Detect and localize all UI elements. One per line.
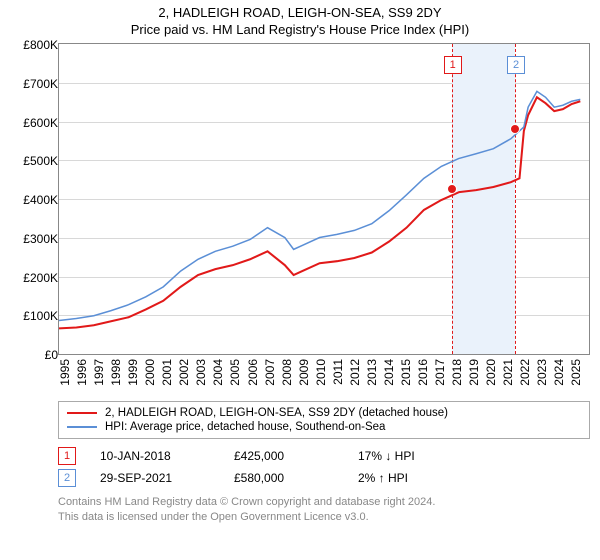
- annotation-delta: 2% ↑ HPI: [358, 471, 408, 485]
- sale-marker: [447, 184, 457, 194]
- series-property: [59, 97, 580, 328]
- x-tick-label: 2002: [177, 359, 191, 386]
- x-tick-label: 1995: [58, 359, 72, 386]
- sale-annotations: 1 10-JAN-2018 £425,000 17% ↓ HPI 2 29-SEP-202…: [10, 445, 590, 489]
- x-tick-label: 2009: [297, 359, 311, 386]
- x-tick-label: 2000: [143, 359, 157, 386]
- annotation-row: 2 29-SEP-2021 £580,000 2% ↑ HPI: [58, 467, 590, 489]
- x-tick-label: 2017: [433, 359, 447, 386]
- x-tick-label: 2011: [331, 359, 345, 385]
- x-tick-label: 2005: [228, 359, 242, 386]
- x-tick-label: 2020: [484, 359, 498, 386]
- legend-label: HPI: Average price, detached house, Sout…: [105, 421, 385, 433]
- x-tick-label: 1996: [75, 359, 89, 386]
- x-tick-label: 2013: [365, 359, 379, 386]
- legend-row: HPI: Average price, detached house, Sout…: [67, 420, 581, 434]
- x-axis: 1995199619971998199920002001200220032004…: [58, 355, 578, 399]
- annotation-price: £580,000: [234, 471, 334, 485]
- license-line: This data is licensed under the Open Gov…: [58, 510, 590, 525]
- x-tick-label: 2001: [160, 359, 174, 386]
- x-tick-label: 2010: [314, 359, 328, 386]
- annotation-price: £425,000: [234, 449, 334, 463]
- annotation-date: 10-JAN-2018: [100, 449, 210, 463]
- annotation-row: 1 10-JAN-2018 £425,000 17% ↓ HPI: [58, 445, 590, 467]
- x-tick-label: 2006: [246, 359, 260, 386]
- x-tick-label: 2016: [416, 359, 430, 386]
- annotation-delta: 17% ↓ HPI: [358, 449, 415, 463]
- x-tick-label: 2012: [348, 359, 362, 386]
- x-tick-label: 2008: [280, 359, 294, 386]
- x-tick-label: 2019: [467, 359, 481, 386]
- legend: 2, HADLEIGH ROAD, LEIGH-ON-SEA, SS9 2DY …: [58, 401, 590, 439]
- x-tick-label: 2024: [552, 359, 566, 386]
- x-tick-label: 2018: [450, 359, 464, 386]
- annotation-date: 29-SEP-2021: [100, 471, 210, 485]
- chart-plot: 12: [58, 43, 590, 355]
- x-tick-label: 2025: [569, 359, 583, 386]
- license-text: Contains HM Land Registry data © Crown c…: [58, 495, 590, 525]
- legend-row: 2, HADLEIGH ROAD, LEIGH-ON-SEA, SS9 2DY …: [67, 406, 581, 420]
- x-tick-label: 2004: [211, 359, 225, 386]
- annotation-index: 2: [58, 469, 76, 487]
- y-axis: £800K£700K£600K£500K£400K£300K£200K£100K…: [10, 43, 58, 355]
- sale-callout: 2: [507, 56, 525, 74]
- annotation-index: 1: [58, 447, 76, 465]
- x-tick-label: 2003: [194, 359, 208, 386]
- page-subtitle: Price paid vs. HM Land Registry's House …: [10, 22, 590, 37]
- x-tick-label: 1997: [92, 359, 106, 386]
- x-tick-label: 2021: [501, 359, 515, 386]
- x-tick-label: 1999: [126, 359, 140, 386]
- x-tick-label: 2014: [382, 359, 396, 386]
- x-tick-label: 1998: [109, 359, 123, 386]
- series-hpi: [59, 91, 580, 320]
- sale-marker: [510, 124, 520, 134]
- x-tick-label: 2022: [518, 359, 532, 386]
- x-tick-label: 2007: [263, 359, 277, 386]
- x-tick-label: 2015: [399, 359, 413, 386]
- legend-label: 2, HADLEIGH ROAD, LEIGH-ON-SEA, SS9 2DY …: [105, 407, 448, 419]
- sale-callout: 1: [444, 56, 462, 74]
- x-tick-label: 2023: [535, 359, 549, 386]
- license-line: Contains HM Land Registry data © Crown c…: [58, 495, 590, 510]
- page-title: 2, HADLEIGH ROAD, LEIGH-ON-SEA, SS9 2DY: [10, 5, 590, 20]
